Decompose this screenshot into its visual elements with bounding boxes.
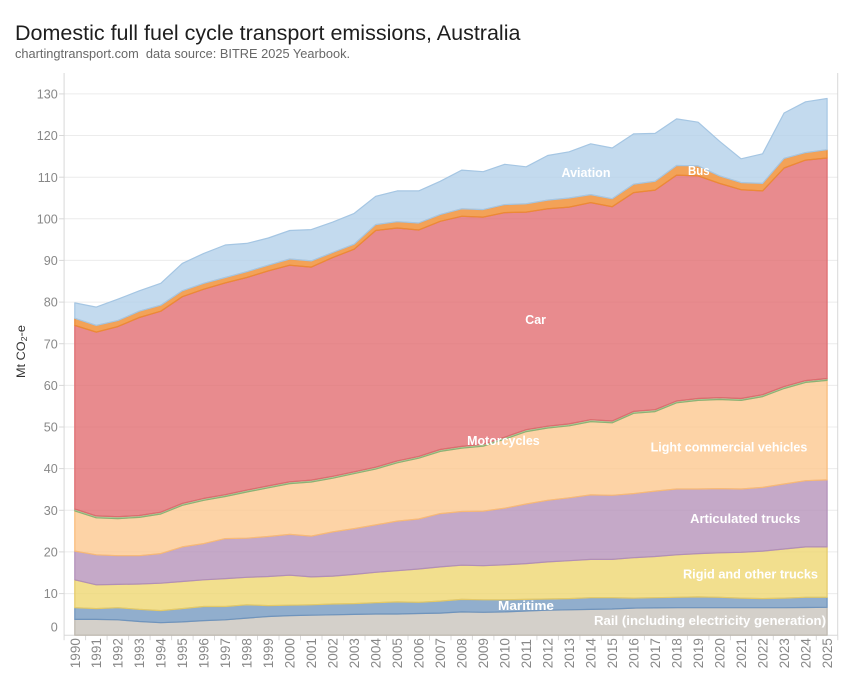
svg-text:0: 0 <box>51 620 58 634</box>
svg-text:2023: 2023 <box>777 638 792 668</box>
svg-text:2000: 2000 <box>283 638 298 668</box>
svg-text:1997: 1997 <box>218 638 233 668</box>
svg-text:1993: 1993 <box>132 638 147 668</box>
svg-text:1990: 1990 <box>68 638 83 668</box>
svg-text:90: 90 <box>44 254 58 268</box>
svg-text:Rail (including electricity ge: Rail (including electricity generation) <box>594 614 826 628</box>
svg-text:Mt CO2-e: Mt CO2-e <box>14 325 29 378</box>
svg-text:2016: 2016 <box>627 638 642 668</box>
svg-text:2012: 2012 <box>541 638 556 668</box>
svg-text:110: 110 <box>38 171 58 185</box>
svg-text:2020: 2020 <box>713 638 728 668</box>
svg-text:2011: 2011 <box>519 639 534 668</box>
svg-text:Bus: Bus <box>688 164 710 178</box>
svg-text:100: 100 <box>37 212 58 226</box>
svg-text:2002: 2002 <box>326 638 341 668</box>
svg-text:2006: 2006 <box>412 638 427 668</box>
svg-text:1992: 1992 <box>111 638 126 668</box>
svg-text:2010: 2010 <box>498 638 513 668</box>
svg-text:60: 60 <box>44 379 58 393</box>
svg-text:2003: 2003 <box>347 638 362 668</box>
svg-text:2024: 2024 <box>799 638 814 669</box>
svg-text:Car: Car <box>525 313 546 327</box>
svg-text:2001: 2001 <box>304 638 319 668</box>
svg-text:Maritime: Maritime <box>498 599 554 613</box>
svg-text:20: 20 <box>44 546 58 560</box>
svg-text:2017: 2017 <box>648 638 663 668</box>
svg-text:2019: 2019 <box>691 638 706 668</box>
svg-text:1991: 1991 <box>89 638 104 668</box>
svg-text:Articulated trucks: Articulated trucks <box>690 512 800 526</box>
svg-text:Aviation: Aviation <box>562 166 611 180</box>
svg-text:Motorcycles: Motorcycles <box>467 434 540 448</box>
svg-text:2008: 2008 <box>455 638 470 668</box>
svg-text:Rigid and other trucks: Rigid and other trucks <box>683 568 818 582</box>
svg-text:2025: 2025 <box>820 638 835 668</box>
svg-text:30: 30 <box>44 504 58 518</box>
svg-text:2021: 2021 <box>734 638 749 668</box>
svg-text:10: 10 <box>44 587 58 601</box>
svg-text:2004: 2004 <box>369 638 384 669</box>
svg-text:80: 80 <box>44 296 58 310</box>
svg-text:2015: 2015 <box>605 638 620 668</box>
svg-text:2005: 2005 <box>390 638 405 668</box>
svg-text:1995: 1995 <box>175 638 190 668</box>
svg-text:40: 40 <box>44 462 58 476</box>
svg-text:2014: 2014 <box>584 638 599 669</box>
svg-text:50: 50 <box>44 421 58 435</box>
svg-text:1994: 1994 <box>154 638 169 669</box>
svg-text:120: 120 <box>37 129 58 143</box>
svg-text:70: 70 <box>44 337 58 351</box>
svg-text:2018: 2018 <box>670 638 685 668</box>
svg-text:1999: 1999 <box>261 638 276 668</box>
svg-text:1998: 1998 <box>240 638 255 668</box>
svg-text:2022: 2022 <box>756 638 771 668</box>
svg-text:1996: 1996 <box>197 638 212 668</box>
svg-text:130: 130 <box>37 88 58 102</box>
svg-text:2009: 2009 <box>476 638 491 668</box>
svg-text:Light commercial vehicles: Light commercial vehicles <box>651 441 808 455</box>
svg-text:2013: 2013 <box>562 638 577 668</box>
svg-text:2007: 2007 <box>433 638 448 668</box>
